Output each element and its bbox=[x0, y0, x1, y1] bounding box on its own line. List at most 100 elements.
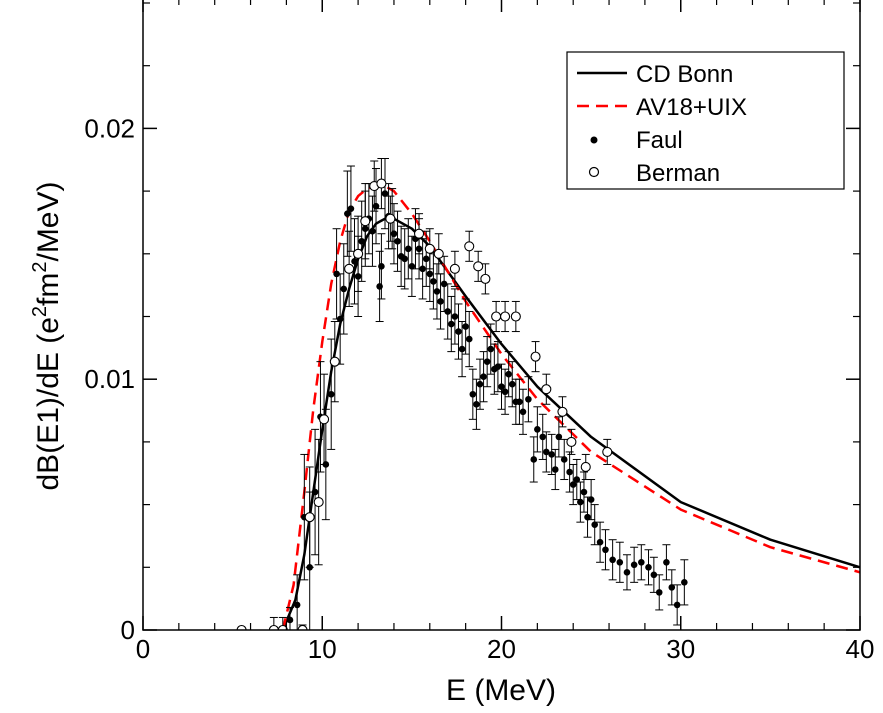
y-axis-title-suffix: /MeV) bbox=[32, 181, 65, 261]
data-point-berman bbox=[277, 624, 288, 630]
data-point-faul bbox=[566, 468, 573, 476]
data-point-faul bbox=[591, 521, 599, 528]
data-point-faul bbox=[293, 601, 301, 609]
data-point-faul bbox=[404, 245, 412, 253]
data-point-faul bbox=[344, 210, 351, 217]
data-point-berman bbox=[491, 311, 502, 322]
data-point-faul bbox=[580, 488, 588, 496]
data-point-faul bbox=[587, 496, 595, 503]
data-point-faul bbox=[378, 263, 385, 270]
data-point-faul bbox=[476, 380, 484, 388]
data-point-berman bbox=[464, 241, 475, 252]
data-point-faul bbox=[560, 456, 568, 463]
data-point-faul bbox=[437, 298, 444, 305]
data-point-faul bbox=[286, 616, 294, 624]
series-points-berman bbox=[236, 157, 613, 630]
data-point-faul bbox=[673, 601, 681, 609]
legend-label-av18-uix: AV18+UIX bbox=[636, 94, 747, 121]
data-point-faul bbox=[505, 370, 512, 378]
x-tick-label: 30 bbox=[666, 634, 695, 664]
axis-ticks bbox=[142, 0, 861, 631]
y-axis-title-mid: fm bbox=[32, 273, 65, 306]
legend-marker-berman bbox=[588, 166, 600, 178]
data-point-berman bbox=[385, 213, 396, 224]
data-point-faul bbox=[498, 383, 505, 391]
data-point-faul bbox=[426, 270, 434, 278]
data-point-faul bbox=[525, 395, 532, 403]
data-point-berman bbox=[557, 406, 568, 417]
data-point-berman bbox=[313, 497, 324, 508]
data-point-berman bbox=[297, 624, 308, 630]
data-point-berman bbox=[268, 624, 279, 630]
legend-marker-faul bbox=[590, 136, 598, 144]
data-point-berman bbox=[318, 414, 330, 425]
data-point-faul bbox=[401, 255, 409, 263]
data-point-faul bbox=[430, 278, 437, 285]
data-point-faul bbox=[408, 263, 416, 270]
y-tick-label: 0 bbox=[121, 615, 135, 645]
data-point-faul bbox=[548, 451, 555, 458]
data-point-faul bbox=[376, 283, 383, 290]
data-point-faul bbox=[487, 345, 495, 353]
data-point-berman bbox=[344, 263, 355, 274]
data-point-faul bbox=[596, 538, 604, 546]
data-point-berman bbox=[602, 446, 613, 457]
data-point-faul bbox=[663, 558, 670, 566]
x-tick-label: 40 bbox=[846, 634, 875, 664]
legend-label-faul: Faul bbox=[636, 127, 683, 154]
data-point-faul bbox=[645, 564, 652, 571]
axis-tick-labels: 0 10 20 30 40 0 0.01 0.02 bbox=[84, 113, 874, 664]
x-axis-title: E (MeV) bbox=[446, 674, 556, 707]
data-point-faul bbox=[501, 388, 509, 396]
data-point-faul bbox=[681, 579, 688, 586]
y-tick-label: 0.01 bbox=[84, 364, 135, 394]
y-axis-title-sup-2: 2 bbox=[29, 262, 51, 273]
data-point-berman bbox=[473, 261, 484, 272]
data-point-faul bbox=[577, 498, 584, 506]
data-point-berman bbox=[424, 243, 435, 254]
data-point-faul bbox=[369, 227, 376, 235]
data-point-berman bbox=[236, 624, 247, 630]
data-point-faul bbox=[650, 571, 658, 579]
x-tick-label: 0 bbox=[136, 634, 150, 664]
data-point-faul bbox=[494, 363, 502, 370]
x-tick-label: 10 bbox=[308, 634, 337, 664]
data-point-faul bbox=[584, 513, 591, 521]
data-point-faul bbox=[327, 390, 335, 398]
data-point-faul bbox=[516, 398, 523, 406]
data-point-berman bbox=[360, 216, 371, 227]
data-point-faul bbox=[451, 313, 459, 320]
data-point-faul bbox=[609, 556, 616, 564]
data-point-faul bbox=[455, 328, 462, 335]
data-point-berman bbox=[566, 436, 577, 447]
data-point-faul bbox=[381, 190, 389, 197]
y-axis-title-prefix: dB(E1)/dE (e bbox=[32, 317, 65, 490]
legend-label-berman: Berman bbox=[636, 160, 720, 187]
legend-box bbox=[566, 51, 845, 190]
y-tick-label: 0.02 bbox=[84, 113, 135, 143]
data-point-faul bbox=[483, 358, 491, 365]
data-point-faul bbox=[623, 569, 631, 576]
legend: CD Bonn AV18+UIX Faul Berman bbox=[566, 51, 845, 190]
data-point-faul bbox=[311, 488, 319, 496]
data-point-faul bbox=[530, 456, 538, 463]
series-line-av18-uix bbox=[281, 184, 860, 630]
data-point-faul bbox=[444, 308, 452, 315]
data-point-berman bbox=[580, 461, 591, 473]
data-point-berman bbox=[353, 248, 364, 259]
data-point-faul bbox=[630, 561, 638, 569]
data-point-faul bbox=[336, 315, 344, 323]
data-point-faul bbox=[351, 258, 358, 265]
data-point-faul bbox=[519, 408, 527, 416]
data-point-berman bbox=[530, 351, 541, 362]
data-point-berman bbox=[541, 384, 552, 395]
data-point-berman bbox=[376, 178, 387, 189]
data-point-faul bbox=[539, 433, 547, 441]
series-layer bbox=[236, 157, 860, 630]
data-point-faul bbox=[573, 476, 581, 483]
data-point-faul bbox=[616, 558, 624, 566]
data-point-faul bbox=[448, 320, 455, 328]
y-axis-title-sup-1: 2 bbox=[29, 306, 51, 317]
data-point-faul bbox=[551, 466, 559, 473]
